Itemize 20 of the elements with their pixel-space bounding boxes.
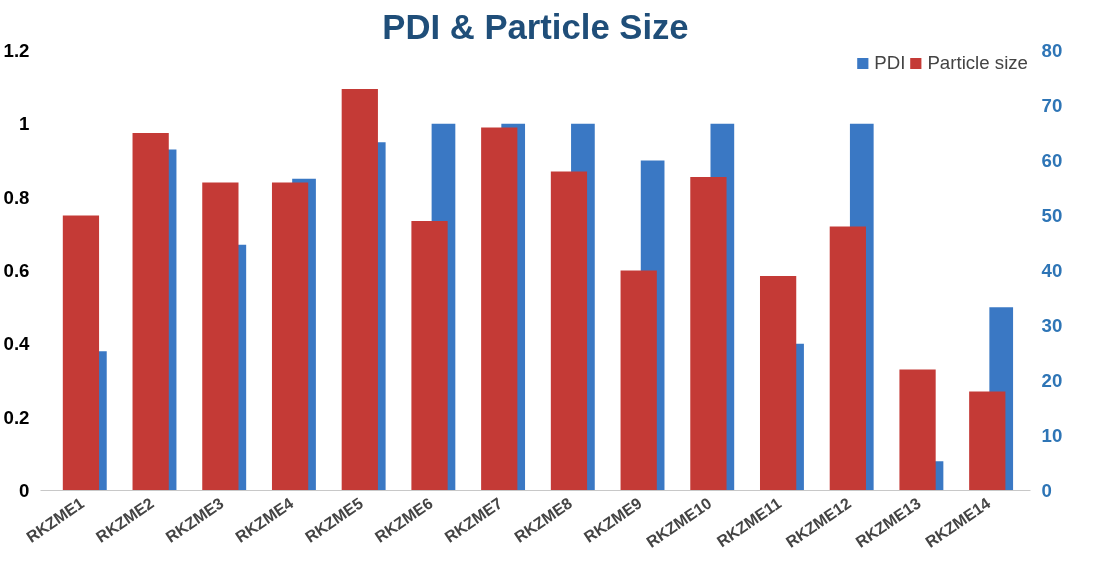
y2-tick-label: 30 [1041,315,1063,336]
y-tick-label: 1 [19,113,30,135]
y-tick-label: 1.2 [3,40,30,61]
y-tick-label: 0.6 [3,260,30,281]
y2-tick-label: 60 [1041,150,1063,171]
legend-label: Particle size [927,52,1028,74]
y2-tick-label: 20 [1041,370,1063,391]
y2-tick-label: 0 [1041,480,1052,501]
y-tick-label: 0 [19,480,30,501]
y-tick-label: 0.8 [3,186,30,208]
chart-title: PDI & Particle Size [382,7,689,46]
legend-label: PDI [874,52,906,74]
y-tick-label: 0.2 [3,406,30,428]
y2-tick-label: 50 [1041,205,1063,226]
y2-tick-label: 10 [1041,425,1063,446]
y2-tick-label: 40 [1041,260,1063,281]
y-tick-label: 0.4 [3,333,31,355]
y2-tick-label: 80 [1041,40,1063,61]
y2-tick-label: 70 [1041,95,1063,116]
bar [899,369,936,491]
